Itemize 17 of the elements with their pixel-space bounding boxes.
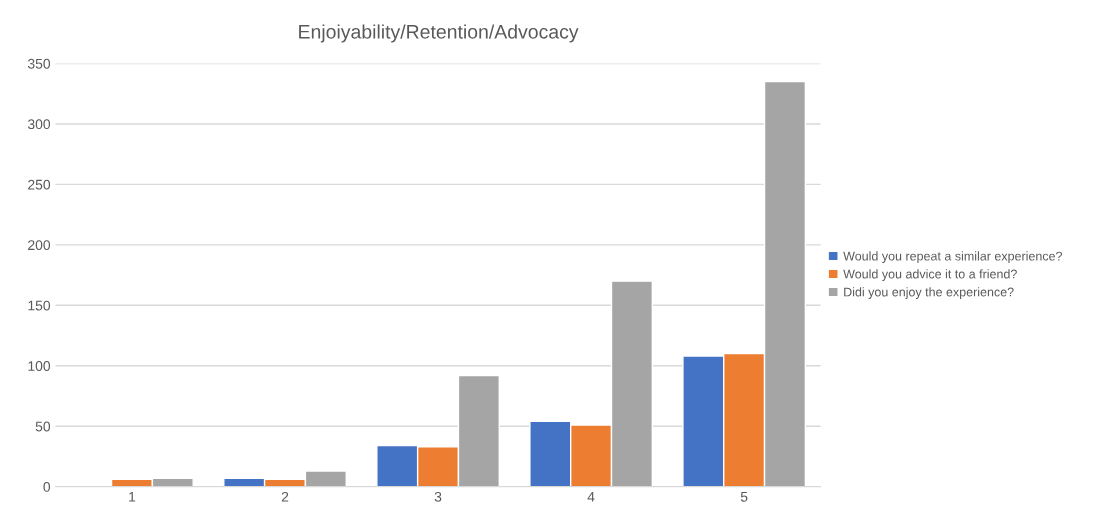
- x-tick-label: 5: [740, 492, 748, 502]
- y-tick-label: 300: [27, 119, 51, 130]
- chart-title: Enjoiyability/Retention/Advocacy: [299, 24, 579, 43]
- y-tick-label: 100: [28, 361, 51, 371]
- y-tick-label: 250: [28, 179, 51, 190]
- y-tick-label: 350: [27, 58, 51, 69]
- x-tick-label: 2: [281, 491, 289, 502]
- legend-label: Didi you enjoy the experience?: [844, 287, 1014, 299]
- y-tick-label: 0: [43, 482, 51, 492]
- y-tick-label: 50: [35, 421, 51, 432]
- legend-label: Would you repeat a similar experience?: [843, 251, 1063, 263]
- y-tick-label: 200: [28, 240, 51, 251]
- legend-label: Would you advice it to a friend?: [843, 269, 1017, 281]
- y-tick-label: 150: [28, 300, 51, 311]
- x-tick-label: 3: [434, 491, 442, 502]
- x-tick-label: 4: [587, 492, 595, 502]
- x-tick-label: 1: [129, 492, 136, 502]
